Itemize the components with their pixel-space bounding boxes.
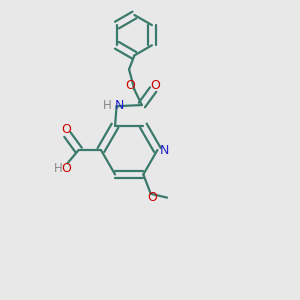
Text: O: O — [61, 123, 71, 136]
Text: H: H — [53, 162, 62, 175]
Text: N: N — [115, 98, 124, 112]
Text: O: O — [61, 162, 71, 175]
Text: O: O — [151, 79, 160, 92]
Text: O: O — [147, 191, 157, 204]
Text: H: H — [103, 98, 112, 112]
Text: O: O — [125, 79, 135, 92]
Text: N: N — [159, 143, 169, 157]
